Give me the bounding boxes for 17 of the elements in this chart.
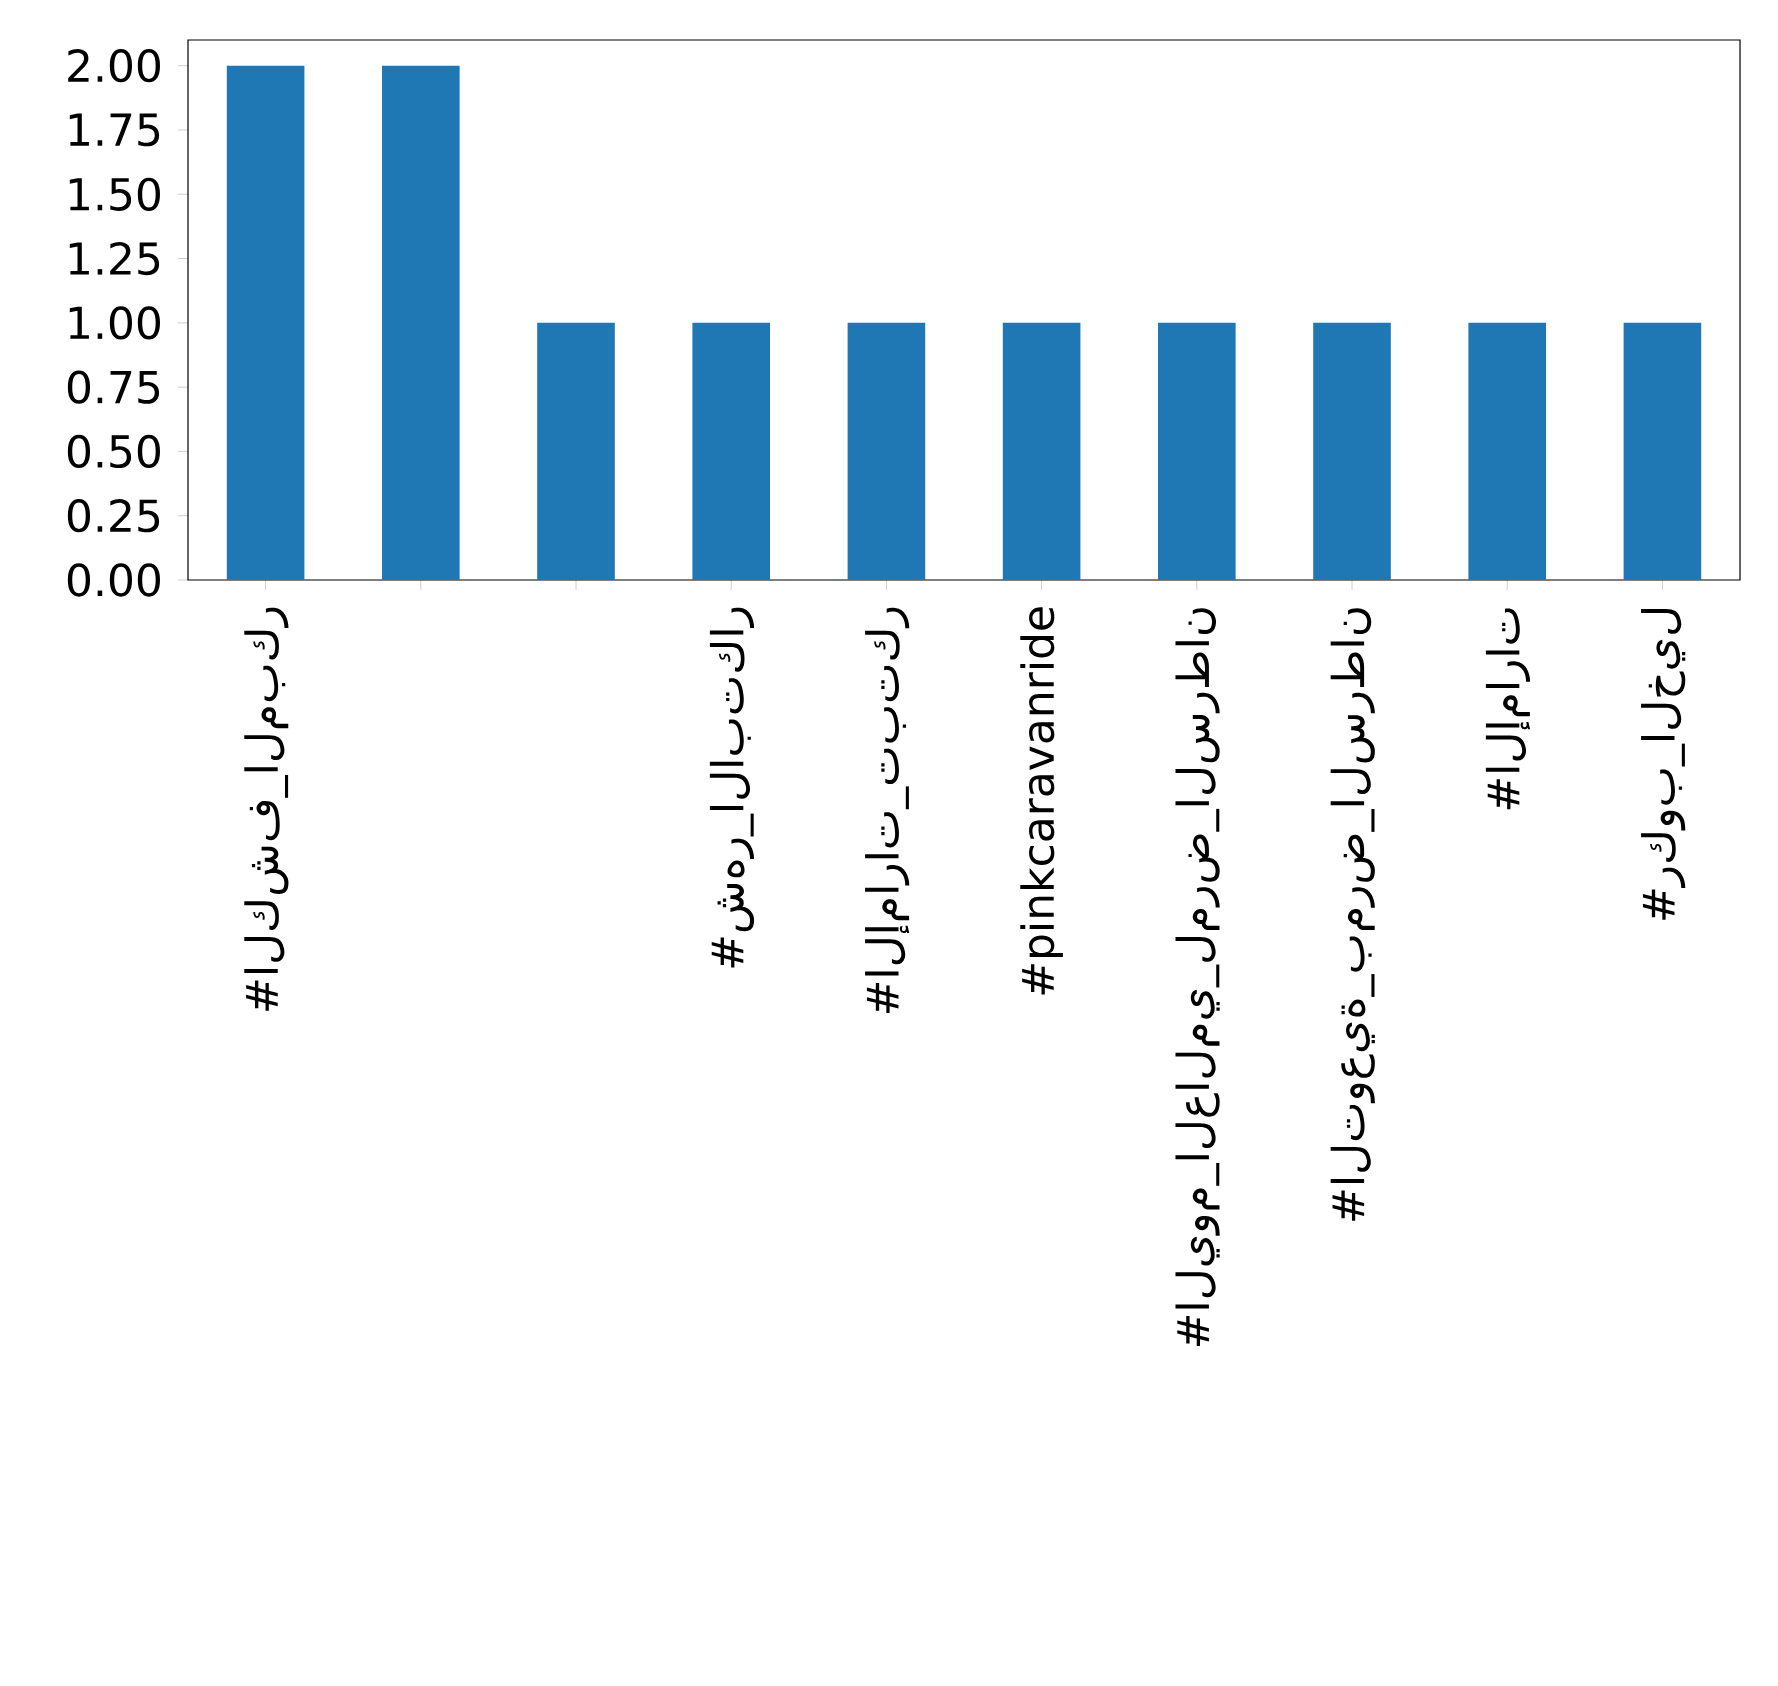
x-tick-label: #اليوم_العالمي_لمرض_السرطان bbox=[1175, 608, 1220, 1347]
x-tick-label: #شهر_الابتكار bbox=[709, 607, 755, 968]
y-tick-label: 0.25 bbox=[67, 499, 160, 533]
y-tick-label: 1.75 bbox=[69, 113, 160, 147]
x-tick-label: #التوعية_بمرض_السرطان bbox=[1330, 608, 1375, 1221]
y-tick-label: 0.50 bbox=[67, 434, 160, 469]
x-tick-label: #الإمارات_تبتكر bbox=[865, 607, 910, 1014]
x-tick-label: #الإمارات bbox=[1485, 608, 1531, 810]
x-tick-label: #ركوب_الخيل bbox=[1641, 608, 1686, 920]
y-tick-label: 0.75 bbox=[67, 370, 160, 404]
y-tick-label: 2.00 bbox=[68, 49, 160, 83]
x-tick-label: #pinkcaravanride bbox=[1020, 607, 1063, 995]
x-tick-label: #الكشف_المبكر bbox=[244, 607, 289, 1011]
y-tick-label: 1.50 bbox=[69, 177, 160, 211]
y-tick-label: 1.25 bbox=[69, 241, 160, 276]
y-tick-label: 0.00 bbox=[67, 563, 160, 597]
y-tick-label: 1.00 bbox=[69, 306, 160, 340]
